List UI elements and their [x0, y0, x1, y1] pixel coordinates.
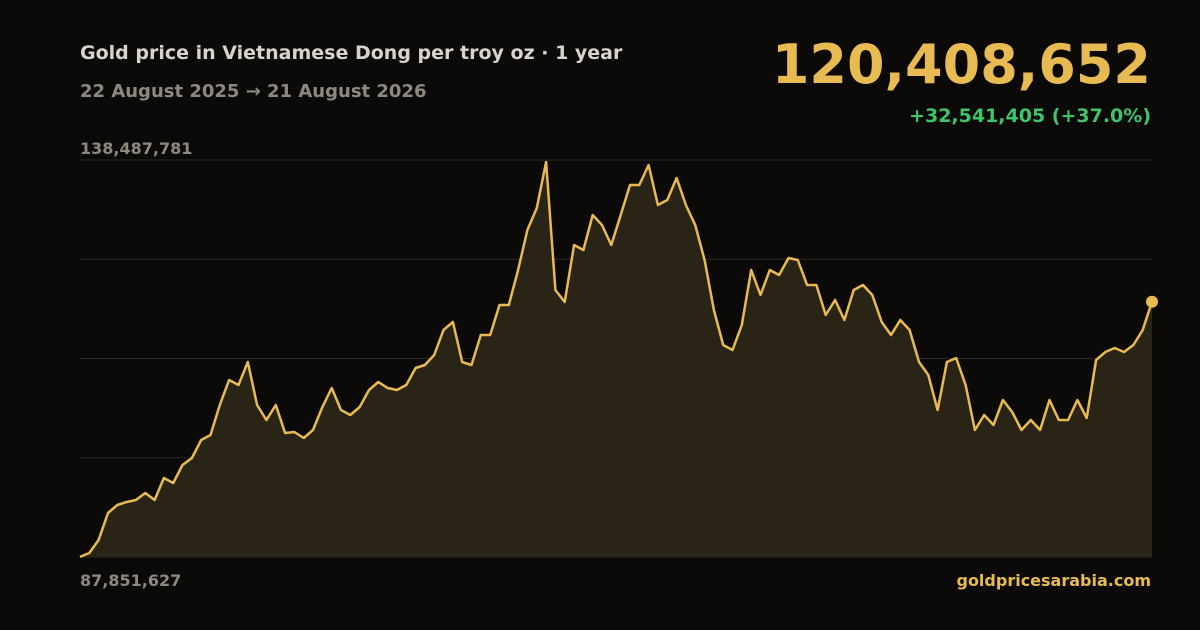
- last-point: [1146, 295, 1158, 308]
- y-tick-label: 87,851,627: [80, 571, 181, 590]
- source: goldpricesarabia.com: [956, 571, 1151, 590]
- current-price: 120,408,652: [772, 33, 1151, 96]
- plot: 87,851,627 138,487,781: [79, 139, 1158, 590]
- area-fill: [80, 162, 1152, 557]
- price-line: [79, 160, 1154, 559]
- chart-title: Gold price in Vietnamese Dong per troy o…: [80, 42, 623, 64]
- chart-subtitle: 22 August 2025 → 21 August 2026: [80, 81, 427, 102]
- y-tick-label: 138,487,781: [80, 139, 192, 158]
- price-change: +32,541,405 (+37.0%): [909, 105, 1151, 127]
